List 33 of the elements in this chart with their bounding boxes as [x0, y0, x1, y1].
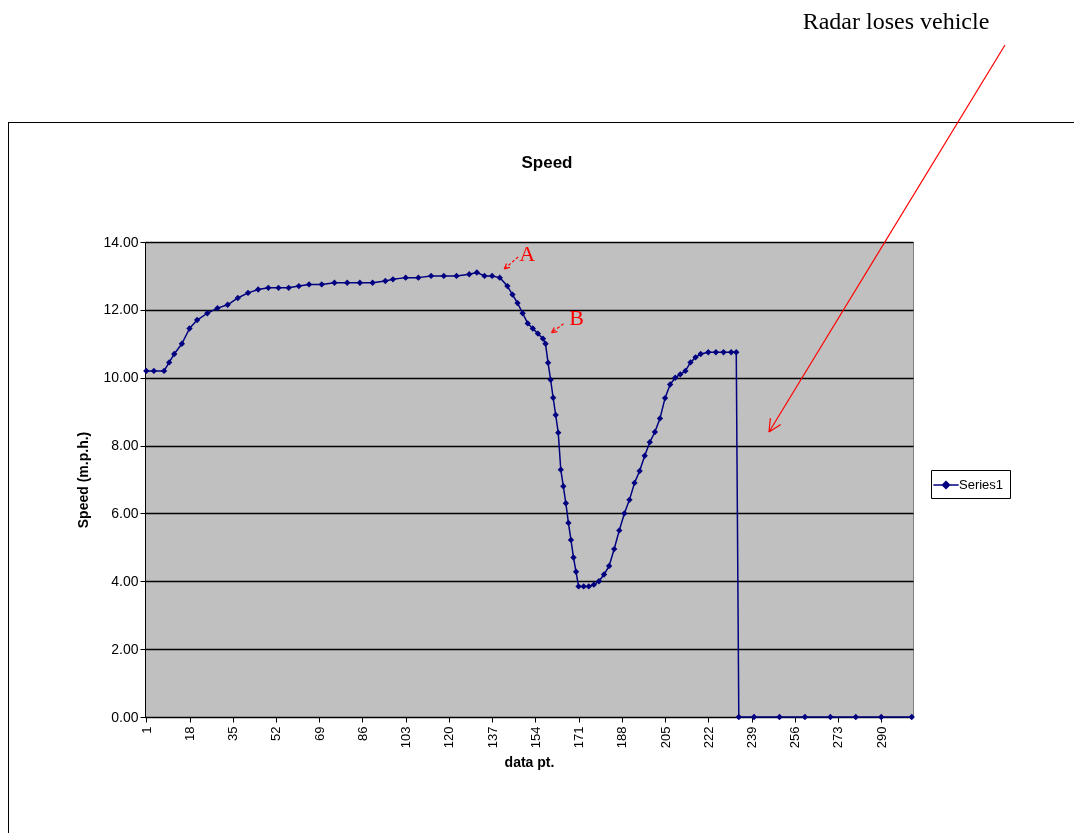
x-tick-label: 171 [571, 726, 587, 749]
annotation: A [519, 240, 536, 266]
x-tick-label: 239 [744, 726, 760, 749]
x-tick-label: 205 [657, 726, 673, 749]
y-tick-label: 2.00 [111, 640, 139, 657]
x-tick-label: 103 [398, 726, 414, 749]
chart-title: Speed [521, 153, 573, 172]
x-tick-label: 154 [527, 726, 543, 749]
x-tick-label: 1 [138, 726, 154, 734]
x-tick-label: 86 [354, 726, 370, 741]
x-axis-title: data pt. [504, 754, 555, 771]
x-tick-label: 18 [182, 726, 197, 741]
x-tick-label: 273 [830, 726, 846, 749]
y-tick-label: 6.00 [111, 504, 139, 521]
x-tick-label: 290 [873, 726, 889, 749]
annotation: B [569, 304, 584, 330]
text: Radar loses vehicle [802, 8, 990, 34]
y-tick-label: 8.00 [111, 437, 139, 454]
x-tick-label: 256 [787, 726, 803, 749]
y-tick-label: 12.00 [103, 301, 139, 318]
y-tick-label: 0.00 [111, 708, 139, 725]
y-axis-title: Speed (m.p.h.) [75, 431, 92, 529]
y-tick-label: 10.00 [103, 369, 139, 386]
x-tick-label: 137 [484, 726, 500, 749]
x-tick-label: 69 [311, 726, 327, 741]
x-tick-label: 120 [441, 726, 457, 749]
x-tick-label: 52 [268, 726, 284, 741]
legend-label: Series1 [959, 477, 1004, 492]
x-tick-label: 188 [614, 726, 630, 749]
x-tick-label: 35 [225, 726, 241, 741]
y-tick-label: 14.00 [103, 233, 139, 250]
y-tick-label: 4.00 [111, 572, 139, 589]
x-tick-label: 222 [700, 726, 716, 749]
